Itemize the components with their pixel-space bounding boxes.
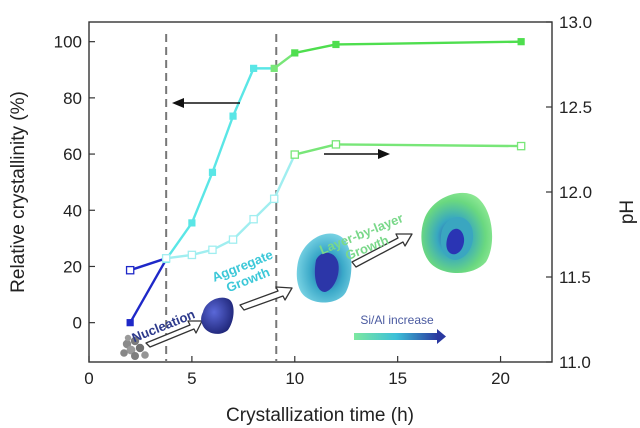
series-2-point <box>516 141 526 151</box>
x-tick-label: 0 <box>84 369 93 388</box>
series-1-point <box>517 38 525 46</box>
y-left-axis-ticks: 0 20 40 60 80 100 <box>54 33 95 333</box>
series-1-segment <box>335 40 522 46</box>
layered-crystal-icon <box>421 192 493 274</box>
y-left-tick-label: 100 <box>54 33 82 52</box>
layer-arrow-icon <box>351 233 413 268</box>
precursor-particles-icon <box>120 334 149 360</box>
nucleus-crystal-icon <box>201 297 234 334</box>
series-markers <box>125 38 526 327</box>
x-tick-label: 10 <box>285 369 304 388</box>
series-1-segment <box>294 43 337 55</box>
series-1-point <box>208 168 217 176</box>
right-axis-arrow <box>324 149 390 159</box>
nucleation-arrow-icon <box>145 320 203 348</box>
y-right-tick-label: 11.5 <box>559 268 591 287</box>
y-right-tick-label: 13.0 <box>559 13 592 32</box>
x-axis-title: Crystallization time (h) <box>226 405 414 426</box>
aggregate-arrow-icon <box>239 286 293 311</box>
plot-frame <box>88 21 553 363</box>
series-2-segment <box>335 143 522 148</box>
series-2-point <box>208 245 217 255</box>
series-1-point <box>270 64 278 72</box>
series-2-point <box>187 250 197 260</box>
series-2-point <box>161 254 171 263</box>
series-2-point <box>249 214 258 224</box>
series-1-segment <box>190 171 214 224</box>
si-al-label: Si/Al increase <box>360 313 434 327</box>
y-left-axis-title: Relative crystallinity (%) <box>8 91 29 293</box>
series-1-point <box>229 112 237 120</box>
series-2-point <box>290 150 300 159</box>
series-2-point <box>331 140 341 149</box>
y-left-tick-label: 40 <box>63 201 82 220</box>
series-2-segment <box>129 257 167 272</box>
y-left-tick-label: 0 <box>73 314 82 333</box>
series-1-segment <box>165 222 193 261</box>
aggregate-crystal-icon <box>296 233 352 303</box>
series-1-point <box>332 40 340 49</box>
y-right-axis-title: pH <box>617 200 638 224</box>
series-1-point <box>250 64 258 72</box>
y-right-axis-ticks: 11.0 11.5 12.0 12.5 13.0 <box>546 13 592 372</box>
y-left-tick-label: 60 <box>63 145 82 164</box>
series-2-point <box>228 235 238 244</box>
series-2-point <box>125 265 135 275</box>
series-2-point <box>269 194 279 204</box>
x-tick-label: 15 <box>388 369 407 388</box>
y-left-tick-label: 20 <box>63 257 82 276</box>
series-1-point <box>126 319 134 327</box>
phase-divider-lines <box>165 34 278 362</box>
series-1-segment <box>129 258 168 324</box>
series-1-segment <box>211 115 235 173</box>
series-2-segment <box>294 143 337 156</box>
y-right-tick-label: 11.0 <box>559 353 591 372</box>
x-tick-label: 5 <box>187 369 196 388</box>
si-al-gradient-arrow <box>354 329 446 344</box>
series-1-point <box>291 49 299 57</box>
series-1-segment <box>231 67 255 117</box>
x-axis-ticks: 0 5 10 15 20 <box>84 356 510 388</box>
y-left-tick-label: 80 <box>63 89 82 108</box>
aggregate-growth-label: Aggregate Growth <box>210 247 275 295</box>
series-2-segment <box>166 253 193 260</box>
series-1-point <box>188 219 196 227</box>
y-right-tick-label: 12.0 <box>559 183 592 202</box>
y-right-tick-label: 12.5 <box>559 98 592 117</box>
series-2-segment <box>273 154 296 200</box>
x-tick-label: 20 <box>491 369 510 388</box>
left-axis-arrow <box>172 98 240 108</box>
